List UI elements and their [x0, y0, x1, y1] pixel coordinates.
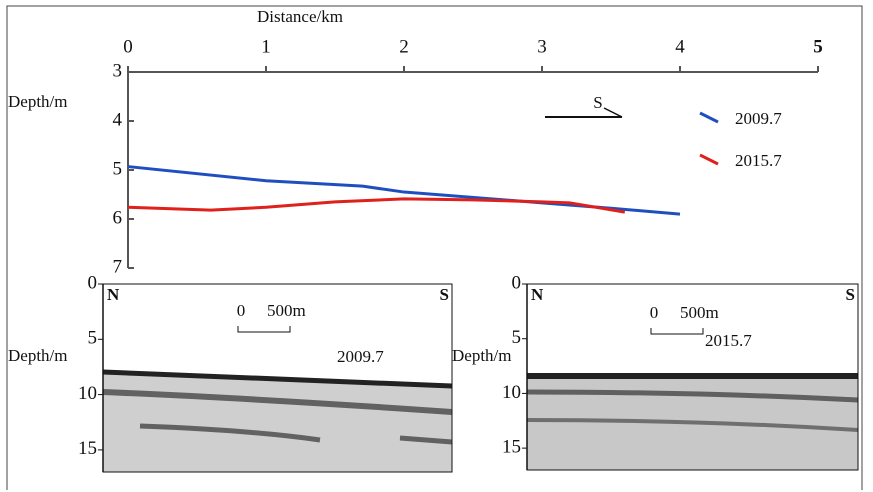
panel-date: 2009.7 [337, 347, 384, 366]
panel-date: 2015.7 [705, 331, 752, 350]
scale-bar [650, 328, 704, 335]
y-axis-title: Depth/m [452, 346, 512, 365]
scale-label: 0 [237, 301, 246, 320]
data-line [127, 165, 681, 216]
x-tick-label: 4 [675, 36, 685, 57]
y-tick-label: 5 [88, 328, 98, 349]
x-tick-label: 5 [813, 36, 823, 57]
legend-swatch [699, 111, 719, 124]
y-axis-title: Depth/m [8, 92, 68, 111]
panel-label: S [846, 285, 855, 304]
x-tick-label: 2 [399, 36, 409, 57]
legend-swatch [699, 153, 719, 166]
y-tick-label: 0 [512, 272, 522, 293]
y-tick-label: 0 [88, 272, 98, 293]
panel-label: N [531, 285, 544, 304]
y-tick-label: 6 [113, 207, 123, 228]
y-tick-label: 5 [113, 158, 123, 179]
x-axis-title: Distance/km [257, 7, 343, 26]
scale-label: 500m [680, 303, 719, 322]
y-tick-label: 10 [502, 382, 521, 403]
frame [6, 5, 863, 490]
y-tick-label: 7 [113, 256, 123, 277]
scale-label: 0 [650, 303, 659, 322]
annotation: S [593, 93, 602, 112]
data-line [127, 197, 626, 214]
y-tick-label: 3 [113, 60, 123, 81]
y-tick-label: 15 [78, 438, 97, 459]
annotation-arrow [603, 107, 623, 118]
x-tick-label: 3 [537, 36, 547, 57]
x-tick-label: 1 [261, 36, 271, 57]
scale-bar [237, 326, 291, 333]
scale-label: 500m [267, 301, 306, 320]
x-tick-label: 0 [123, 36, 133, 57]
y-tick-label: 15 [502, 436, 521, 457]
sonar-image [527, 373, 858, 470]
legend-label: 2015.7 [735, 151, 782, 170]
panel-label: N [107, 285, 120, 304]
y-tick-label: 10 [78, 383, 97, 404]
y-tick-label: 5 [512, 327, 522, 348]
panel-label: S [440, 285, 449, 304]
legend-label: 2009.7 [735, 109, 782, 128]
y-axis-title: Depth/m [8, 346, 68, 365]
y-tick-label: 4 [113, 109, 123, 130]
